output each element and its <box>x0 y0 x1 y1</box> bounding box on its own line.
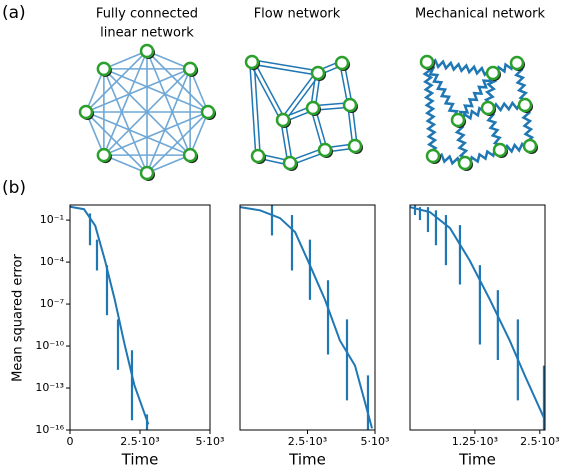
y-tick-label: 10⁻⁴ <box>40 255 65 268</box>
axes-frame <box>239 204 376 431</box>
node <box>480 100 496 116</box>
pipe <box>280 120 289 164</box>
plot-area <box>70 205 150 430</box>
node <box>334 55 350 71</box>
plot: 0 2.5·10³ 5·10³ 10⁻¹ 10⁻⁴ 10⁻⁷ 10⁻¹⁰ 10⁻¹³ 10⁻¹⁶… <box>35 204 225 469</box>
node <box>310 65 326 81</box>
node <box>347 138 363 154</box>
plot-area <box>410 205 545 430</box>
node <box>305 100 321 116</box>
y-tick-label: 10⁻⁷ <box>40 297 64 310</box>
edge <box>103 68 209 113</box>
y-tick-label: 10⁻¹ <box>40 213 64 226</box>
x-tick-label: 5·10³ <box>361 435 390 448</box>
pipe <box>249 62 257 157</box>
edge <box>189 111 209 156</box>
node <box>419 54 435 70</box>
node <box>492 142 508 158</box>
edge <box>103 68 148 174</box>
x-tick-label: 0 <box>67 435 74 448</box>
edge <box>85 111 148 174</box>
axes-frame <box>409 204 546 431</box>
pipe <box>253 61 261 156</box>
node <box>317 142 333 158</box>
pipe <box>252 59 319 72</box>
network-title: Flow network <box>254 7 341 22</box>
y-tick-label: 10⁻¹⁰ <box>35 339 64 352</box>
plot: 2.5·10³ 5·10³ Time <box>239 204 390 469</box>
x-axis-label: Time <box>458 451 496 469</box>
pipe <box>280 71 317 120</box>
axes-frame <box>69 204 211 431</box>
x-tick-label: 1.25·10³ <box>452 435 498 448</box>
edge <box>85 68 105 113</box>
node <box>275 112 291 128</box>
y-tick-label: 10⁻¹⁶ <box>35 423 64 436</box>
network-title: Mechanical network <box>415 7 546 22</box>
spring <box>426 58 494 77</box>
panel-label: (b) <box>2 178 26 198</box>
node <box>139 165 155 181</box>
node <box>182 147 198 163</box>
network-title: linear network <box>100 26 194 41</box>
spring <box>422 61 438 157</box>
edge <box>103 50 148 70</box>
node <box>457 155 473 171</box>
node <box>485 65 501 81</box>
node <box>509 55 525 71</box>
node <box>78 104 94 120</box>
network-diagrams <box>78 43 538 181</box>
plot-area <box>240 205 373 430</box>
node <box>522 138 538 154</box>
x-tick-label: 2.5·10³ <box>520 435 559 448</box>
panel-label: (a) <box>2 3 26 23</box>
node <box>282 155 298 171</box>
edge <box>146 154 191 174</box>
node <box>517 97 533 113</box>
node <box>425 148 441 164</box>
x-tick-label: 2.5·10³ <box>120 435 159 448</box>
x-axis-label: Time <box>288 451 326 469</box>
node <box>250 148 266 164</box>
edge <box>103 68 191 156</box>
node <box>200 104 216 120</box>
line <box>410 206 545 421</box>
y-axis-label: Mean squared error <box>11 254 26 382</box>
y-tick-label: 10⁻¹³ <box>35 381 64 394</box>
pipe <box>253 60 286 120</box>
line <box>70 205 150 425</box>
node <box>96 147 112 163</box>
network-title: Fully connected <box>96 7 198 22</box>
node <box>182 61 198 77</box>
node <box>96 61 112 77</box>
spring <box>424 61 461 120</box>
line <box>240 206 373 429</box>
node <box>450 112 466 128</box>
node <box>139 43 155 59</box>
x-axis-label: Time <box>121 451 159 469</box>
x-tick-label: 5·10³ <box>196 435 225 448</box>
plot: 1.25·10³ 2.5·10³ Time <box>409 204 560 469</box>
node <box>244 54 260 70</box>
node <box>342 97 358 113</box>
x-tick-label: 2.5·10³ <box>288 435 327 448</box>
spring <box>455 71 494 121</box>
plots: 0 2.5·10³ 5·10³ 10⁻¹ 10⁻⁴ 10⁻⁷ 10⁻¹⁰ 10⁻¹³ 10⁻¹⁶… <box>35 204 560 469</box>
pipe <box>251 63 318 76</box>
pipe <box>284 73 321 122</box>
